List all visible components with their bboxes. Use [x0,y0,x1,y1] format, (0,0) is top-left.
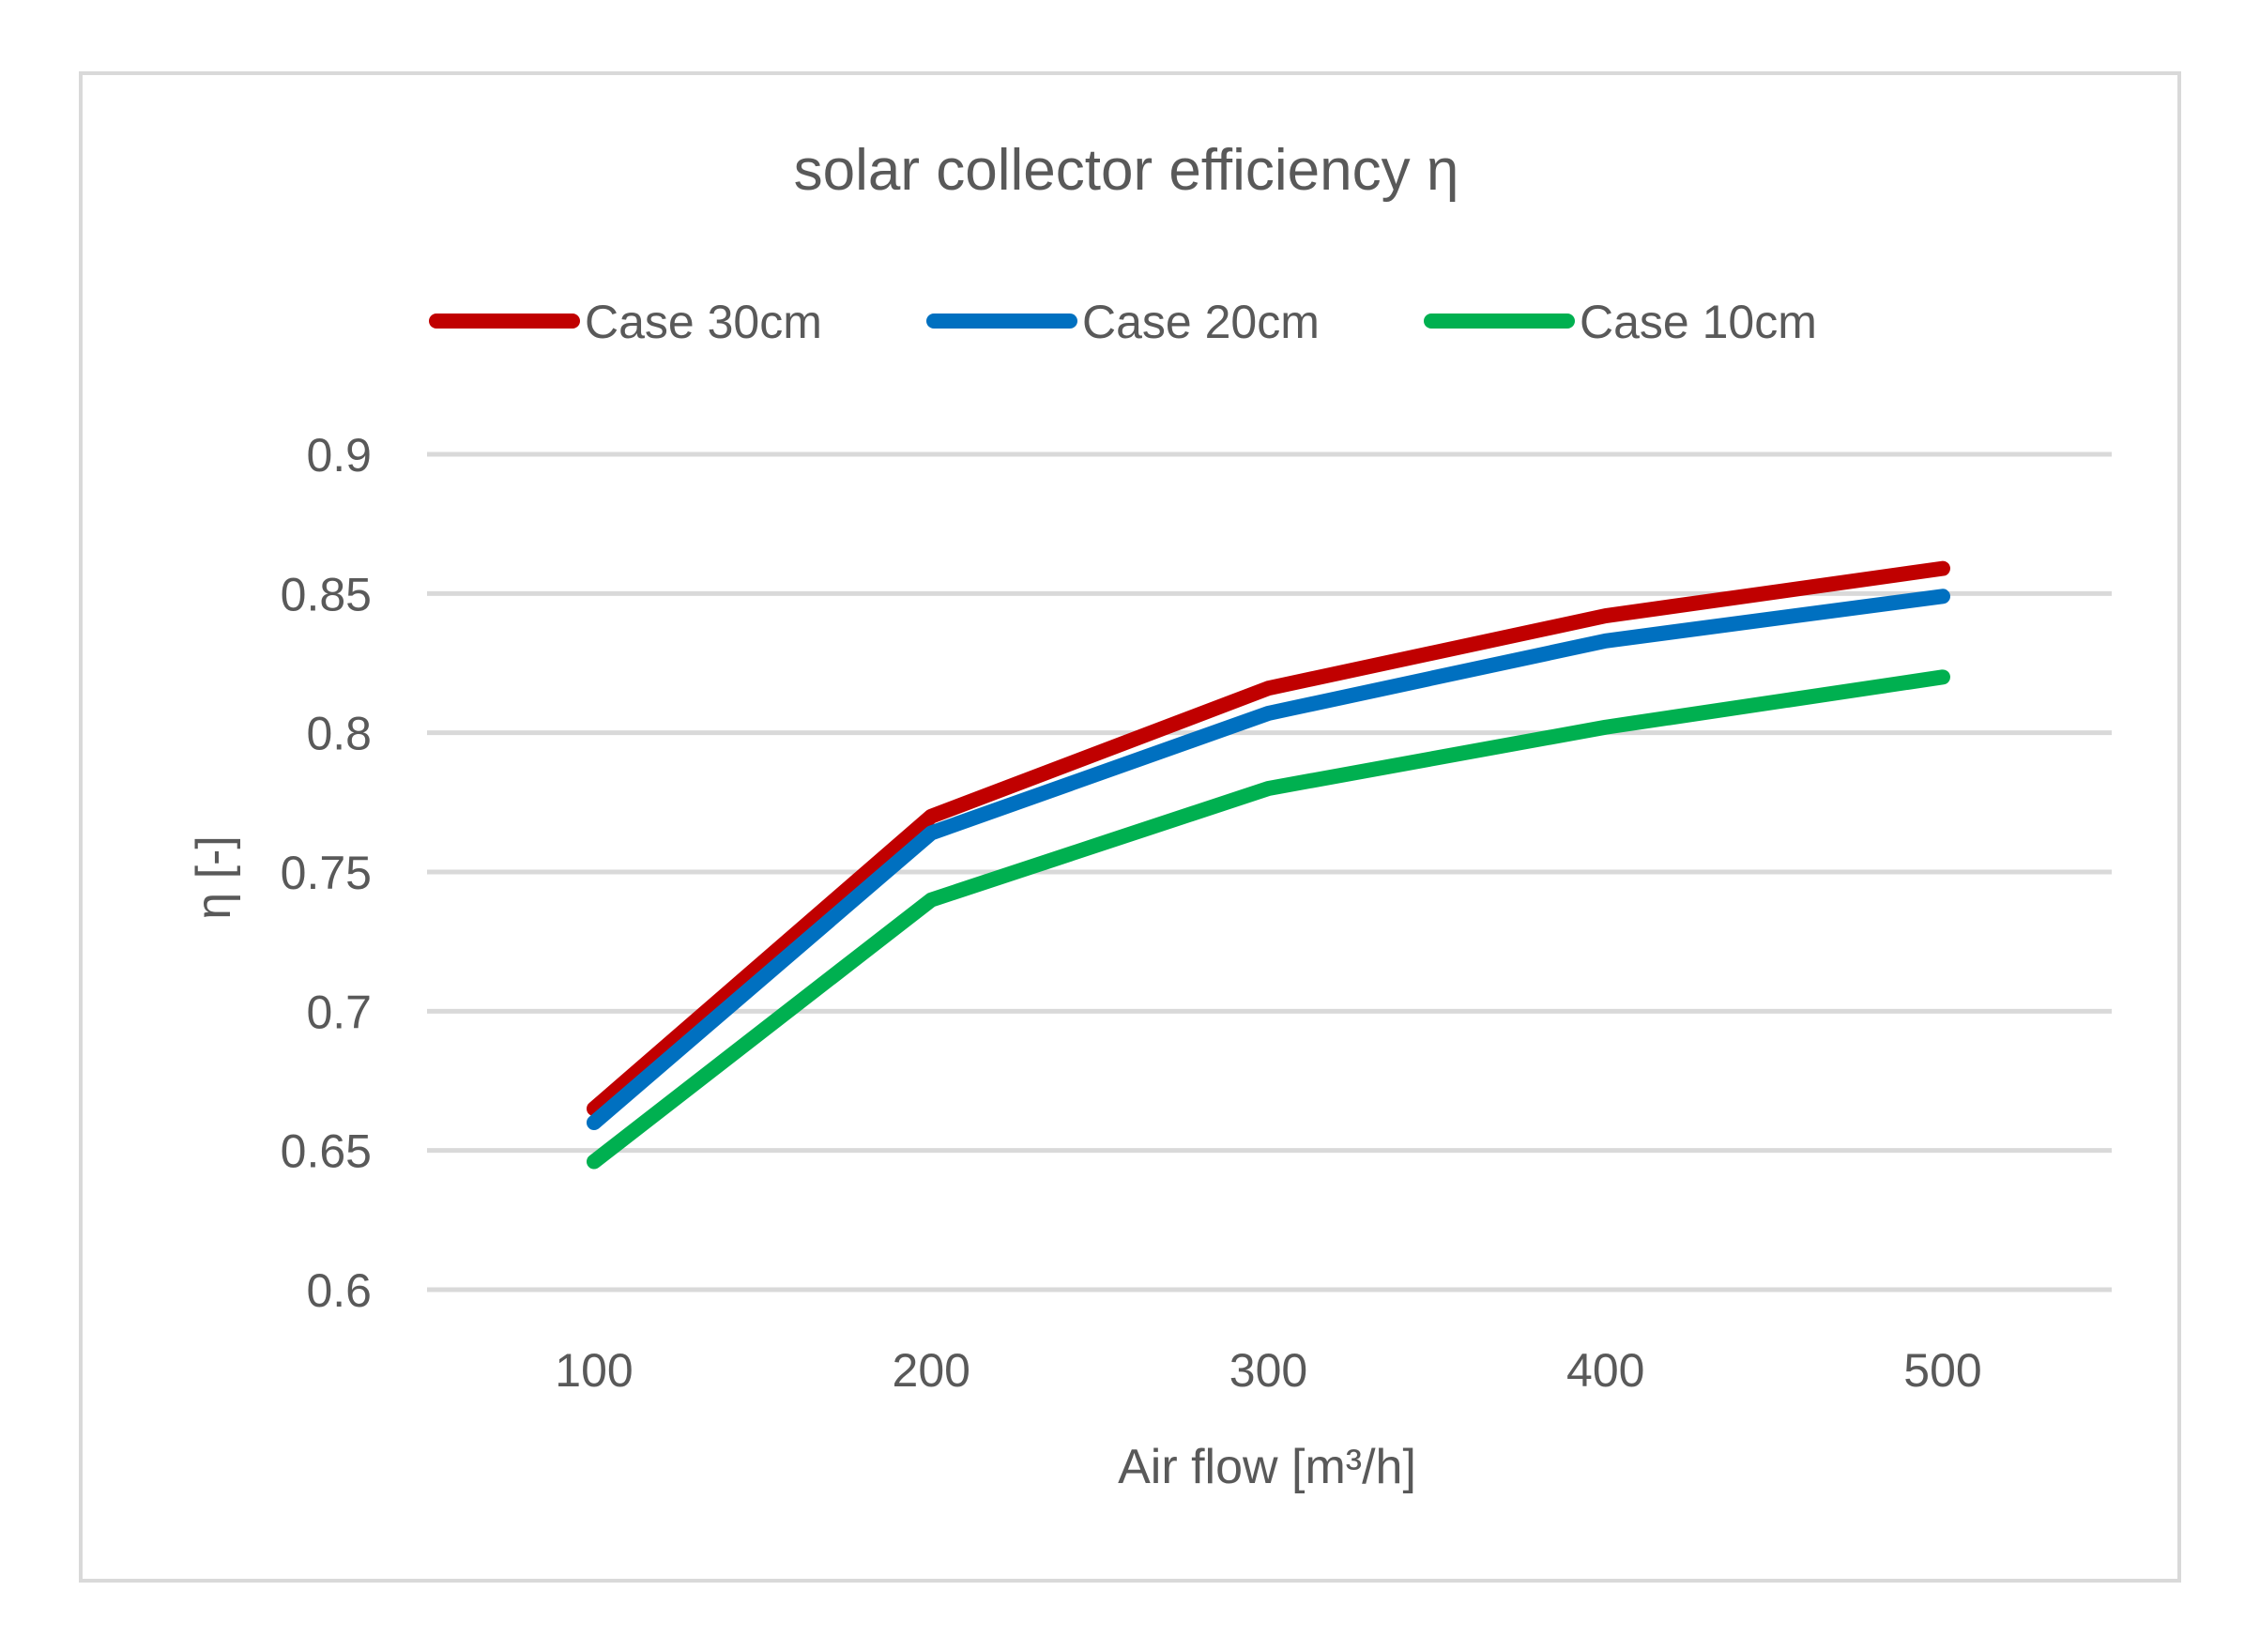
x-tick-label: 200 [893,1344,970,1397]
y-tick-label: 0.8 [306,708,372,760]
x-tick-label: 500 [1903,1344,1981,1397]
y-tick-label: 0.9 [306,429,372,482]
legend-label: Case 20cm [1082,296,1320,348]
series-line-case-20cm [587,589,1950,1130]
legend: Case 30cm Case 20cm Case 10cm [429,296,1817,348]
y-axis-label: η [-] [187,835,241,920]
x-tick-label: 300 [1229,1344,1307,1397]
legend-label: Case 30cm [585,296,822,348]
series-lines [587,560,1950,1170]
y-axis-ticks: 0.6 0.65 0.7 0.75 0.8 0.85 0.9 [281,429,372,1317]
y-tick-label: 0.85 [281,568,372,620]
chart-title: solar collector efficiency η [794,138,1459,203]
x-tick-label: 100 [555,1344,633,1397]
y-tick-label: 0.7 [306,986,372,1038]
y-tick-label: 0.65 [281,1125,372,1178]
y-tick-label: 0.75 [281,847,372,899]
y-tick-label: 0.6 [306,1264,372,1317]
x-tick-label: 400 [1566,1344,1644,1397]
legend-label: Case 10cm [1580,296,1817,348]
gridlines [427,451,2112,1293]
series-line-case-10cm [587,669,1950,1170]
x-axis-label: Air flow [m³/h] [1118,1440,1416,1494]
series-line-case-30cm [587,560,1950,1117]
x-axis-ticks: 100 200 300 400 500 [555,1344,1981,1397]
